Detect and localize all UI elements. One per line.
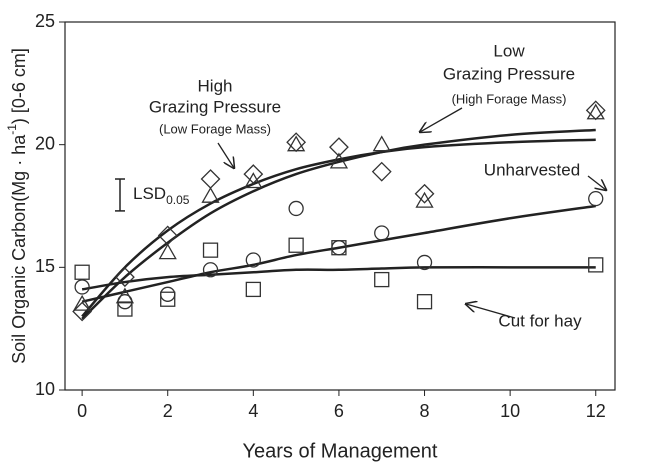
annotation-arrow <box>466 304 516 319</box>
annotation: Grazing Pressure <box>149 97 281 116</box>
y-axis-title: Soil Organic Carbon(Mg · ha-1) [0-6 cm] <box>5 48 29 364</box>
data-point <box>74 279 90 295</box>
x-axis-title: Years of Management <box>243 440 438 462</box>
x-tick-label: 10 <box>500 401 520 421</box>
data-point <box>202 242 219 258</box>
data-point <box>288 237 304 253</box>
fit-line <box>81 265 596 291</box>
data-point <box>158 243 177 260</box>
data-point <box>329 137 349 158</box>
data-point <box>160 286 176 302</box>
data-point <box>73 294 92 311</box>
data-point <box>287 135 306 152</box>
annotation: Low <box>493 41 525 60</box>
plot-frame <box>64 21 616 391</box>
data-point <box>288 200 304 217</box>
lsd-label: LSD0.05 <box>133 184 190 207</box>
annotation: (Low Forage Mass) <box>159 121 271 136</box>
data-point <box>372 135 391 152</box>
data-point <box>371 161 392 182</box>
fit-line <box>81 204 596 303</box>
data-point <box>416 254 433 271</box>
x-tick-label: 0 <box>77 401 87 421</box>
data-point <box>200 169 221 189</box>
y-tick-label: 25 <box>35 11 55 31</box>
data-point <box>374 225 390 241</box>
data-point <box>243 164 264 185</box>
lsd-label-sub: 0.05 <box>166 193 190 207</box>
data-point <box>374 271 390 288</box>
annotation-arrow <box>420 107 463 132</box>
annotation: Unharvested <box>484 160 580 179</box>
data-point <box>416 294 433 310</box>
y-tick-label: 20 <box>35 133 55 153</box>
annotation: High <box>198 76 233 95</box>
annotation: Grazing Pressure <box>443 64 575 83</box>
fit-line <box>81 138 596 318</box>
x-tick-label: 2 <box>163 401 173 421</box>
data-point <box>115 267 135 288</box>
y-axis-title-part: -1 <box>5 124 19 135</box>
x-tick-label: 4 <box>248 401 258 421</box>
data-point <box>202 262 219 278</box>
y-axis-title-part: Soil Organic Carbon(Mg · ha <box>9 134 29 364</box>
data-point <box>74 264 90 280</box>
annotation-arrow <box>217 142 234 168</box>
y-tick-label: 10 <box>35 379 55 399</box>
data-point <box>329 152 349 169</box>
data-point <box>117 301 133 317</box>
annotation: Cut for hay <box>498 311 582 330</box>
data-point <box>244 172 263 189</box>
data-point <box>160 291 176 307</box>
data-point <box>245 281 261 298</box>
x-tick-label: 8 <box>420 401 430 421</box>
y-tick-label: 15 <box>35 256 55 276</box>
data-point <box>414 183 435 204</box>
annotation-arrow <box>587 175 606 190</box>
annotation: (High Forage Mass) <box>452 91 567 106</box>
x-tick-label: 12 <box>586 401 606 421</box>
data-point <box>588 190 604 207</box>
data-point <box>331 240 347 256</box>
x-tick-label: 6 <box>334 401 344 421</box>
data-point <box>588 257 604 273</box>
fit-line <box>81 128 596 320</box>
data-point <box>586 103 605 120</box>
data-point <box>415 191 434 208</box>
data-point <box>201 186 220 203</box>
data-point <box>72 301 93 322</box>
data-point <box>245 252 261 268</box>
lsd-label-main: LSD <box>133 184 166 203</box>
y-axis-title-part: ) [0-6 cm] <box>9 48 29 124</box>
